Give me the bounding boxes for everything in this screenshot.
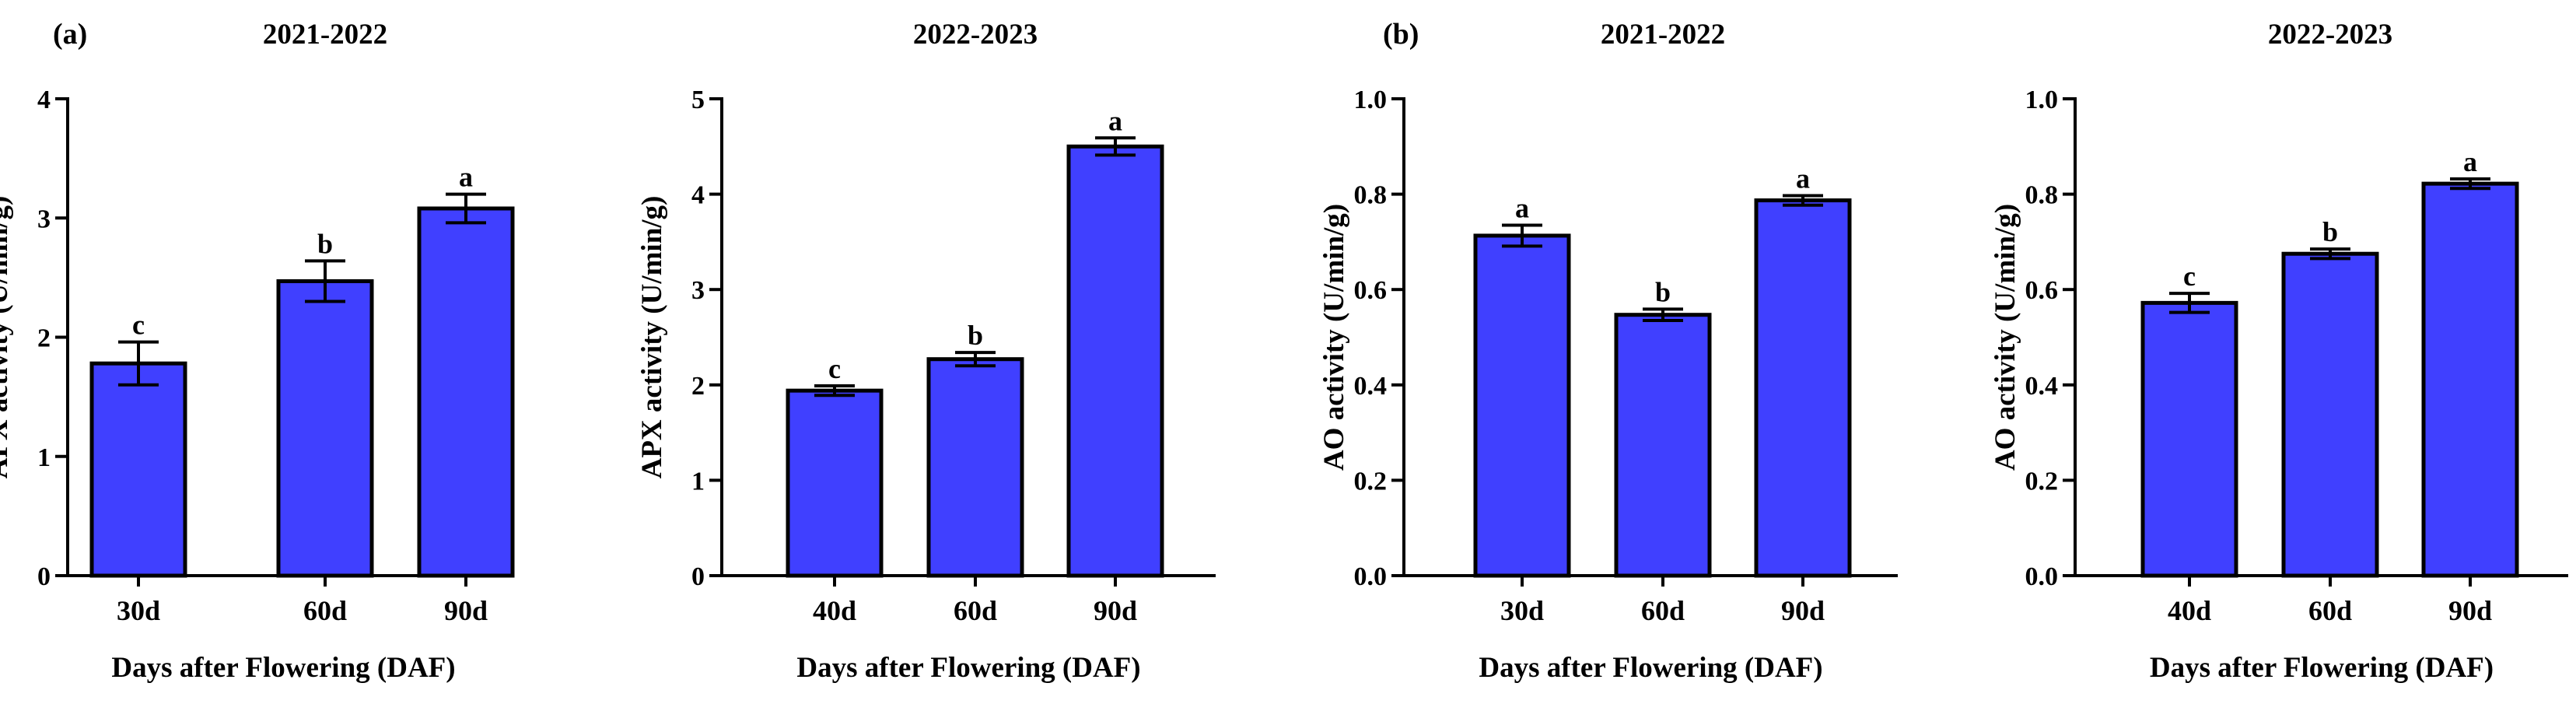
significance-letter: c — [2183, 261, 2196, 292]
y-tick-label: 4 — [37, 86, 51, 114]
bar-90d — [2421, 181, 2519, 578]
y-tick-label: 0.0 — [1354, 562, 1388, 591]
y-tick-label: 2 — [691, 372, 705, 401]
y-tick-label: 1 — [37, 443, 51, 472]
x-tick-label: 90d — [444, 595, 488, 626]
y-tick-label: 3 — [691, 276, 705, 305]
y-tick-label: 4 — [691, 181, 705, 210]
y-tick-label: 0 — [691, 562, 705, 591]
x-tick-label: 90d — [1781, 595, 1825, 626]
bar-40d — [786, 388, 884, 578]
chart-2: 2022-2023 c 40d b 60d a 90d 0 1 2 3 4 5 Days after Fl… — [636, 19, 1216, 684]
x-tick-label: 30d — [1500, 595, 1544, 626]
x-axis-label: Days after Flowering (DAF) — [111, 652, 455, 684]
chart-title: 2022-2023 — [2268, 19, 2392, 51]
bar-90d — [1754, 198, 1852, 578]
x-tick-label: 60d — [303, 595, 347, 626]
y-tick-label: 0.8 — [1354, 181, 1388, 210]
y-tick-label: 3 — [37, 205, 51, 233]
bar-40d — [2140, 300, 2238, 578]
significance-letter: c — [828, 353, 841, 384]
y-tick-label: 0.4 — [2025, 372, 2059, 401]
significance-letter: a — [1796, 163, 1810, 194]
y-tick-label: 0 — [37, 562, 51, 591]
chart-4: 2022-2023 c 40d b 60d a 90d 0.0 0.2 0.4 0.6 0.8 1.0 D… — [1990, 19, 2568, 684]
significance-letter: c — [132, 310, 145, 341]
chart-title: 2021-2022 — [263, 19, 387, 51]
x-tick-label: 90d — [1094, 595, 1137, 626]
x-axis-label: Days after Flowering (DAF) — [1479, 652, 1822, 684]
x-tick-label: 90d — [2448, 595, 2492, 626]
charts-container: 2021-2022 c 30d b 60d a 90d 0 1 2 3 4 Days after Flo… — [0, 19, 2568, 684]
y-tick-label: 0.8 — [2025, 181, 2059, 210]
y-tick-label: 1.0 — [2025, 86, 2059, 114]
significance-letter: a — [459, 162, 473, 193]
y-tick-label: 0.4 — [1354, 372, 1388, 401]
x-tick-label: 30d — [117, 595, 160, 626]
significance-letter: a — [1515, 192, 1529, 223]
x-tick-label: 40d — [813, 595, 856, 626]
y-tick-label: 1 — [691, 467, 705, 496]
significance-letter: b — [2322, 216, 2338, 247]
x-tick-label: 60d — [2308, 595, 2352, 626]
bar-30d — [89, 361, 187, 578]
bar-30d — [1473, 233, 1571, 578]
x-tick-label: 60d — [954, 595, 997, 626]
y-tick-label: 0.0 — [2025, 562, 2059, 591]
bar-90d — [417, 206, 515, 578]
bar-60d — [926, 357, 1024, 578]
panel-label-b: (b) — [1383, 18, 1419, 51]
x-axis-label: Days after Flowering (DAF) — [796, 652, 1140, 684]
significance-letter: b — [317, 228, 333, 259]
y-tick-label: 0.2 — [1354, 467, 1388, 496]
y-tick-label: 0.6 — [1354, 276, 1388, 305]
chart-title: 2022-2023 — [913, 19, 1038, 51]
x-tick-label: 60d — [1641, 595, 1685, 626]
y-axis-label: APX activity (U/min/g) — [636, 196, 668, 479]
y-tick-label: 2 — [37, 324, 51, 353]
bar-90d — [1066, 144, 1164, 578]
significance-letter: b — [968, 320, 983, 351]
y-axis-label: AO activity (U/min/g) — [1318, 204, 1350, 471]
y-axis-label: APX activity (U/min/g) — [0, 196, 14, 479]
y-tick-label: 0.6 — [2025, 276, 2059, 305]
chart-3: 2021-2022 a 30d b 60d a 90d 0.0 0.2 0.4 0.6 0.8 1.0 D… — [1318, 19, 1898, 684]
y-tick-label: 0.2 — [2025, 467, 2059, 496]
x-tick-label: 40d — [2168, 595, 2211, 626]
y-tick-label: 1.0 — [1354, 86, 1388, 114]
bar-60d — [1614, 313, 1712, 578]
y-axis-label: AO activity (U/min/g) — [1990, 204, 2021, 471]
chart-1: 2021-2022 c 30d b 60d a 90d 0 1 2 3 4 Days after Flo… — [0, 19, 515, 684]
x-axis-label: Days after Flowering (DAF) — [2150, 652, 2494, 684]
y-tick-label: 5 — [691, 86, 705, 114]
chart-title: 2021-2022 — [1601, 19, 1725, 51]
significance-letter: b — [1655, 276, 1671, 307]
bar-60d — [2281, 251, 2379, 578]
significance-letter: a — [1108, 105, 1122, 136]
panel-label-a: (a) — [53, 18, 87, 51]
significance-letter: a — [2463, 146, 2477, 177]
bar-60d — [276, 278, 374, 578]
